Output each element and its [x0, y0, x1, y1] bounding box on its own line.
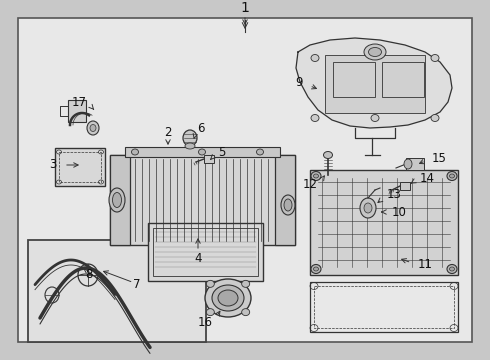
- Ellipse shape: [90, 125, 96, 131]
- Bar: [153, 228, 258, 276]
- Text: 4: 4: [194, 252, 202, 265]
- Ellipse shape: [131, 149, 139, 155]
- Ellipse shape: [449, 174, 455, 178]
- Ellipse shape: [87, 121, 99, 135]
- Ellipse shape: [371, 114, 379, 122]
- Ellipse shape: [447, 171, 457, 180]
- Bar: [406, 158, 424, 170]
- Ellipse shape: [311, 114, 319, 122]
- Text: 15: 15: [432, 152, 447, 165]
- Text: 5: 5: [218, 145, 225, 158]
- Bar: [382, 62, 424, 97]
- Text: 13: 13: [387, 189, 402, 202]
- Text: 16: 16: [198, 315, 213, 328]
- Bar: [28, 240, 206, 342]
- Text: 2: 2: [164, 126, 172, 139]
- Bar: [204, 155, 214, 163]
- Bar: [59, 152, 101, 182]
- Ellipse shape: [205, 279, 251, 317]
- Ellipse shape: [364, 203, 372, 213]
- Ellipse shape: [311, 265, 321, 274]
- Ellipse shape: [314, 174, 318, 178]
- Text: 1: 1: [241, 1, 249, 15]
- Bar: [333, 62, 375, 97]
- Bar: [325, 55, 425, 113]
- Ellipse shape: [404, 159, 412, 169]
- Ellipse shape: [206, 309, 214, 316]
- Ellipse shape: [311, 54, 319, 62]
- Ellipse shape: [242, 280, 250, 287]
- Text: 8: 8: [86, 269, 93, 282]
- Text: 3: 3: [49, 158, 57, 171]
- Ellipse shape: [368, 48, 382, 57]
- Ellipse shape: [109, 188, 125, 212]
- Ellipse shape: [113, 193, 122, 207]
- Ellipse shape: [447, 265, 457, 274]
- Ellipse shape: [431, 114, 439, 122]
- Text: 12: 12: [303, 179, 318, 192]
- Polygon shape: [296, 38, 452, 128]
- Ellipse shape: [198, 149, 205, 155]
- Ellipse shape: [431, 54, 439, 62]
- Bar: [310, 282, 458, 332]
- Ellipse shape: [185, 143, 195, 149]
- Text: 11: 11: [418, 258, 433, 271]
- Ellipse shape: [284, 199, 292, 211]
- Bar: [110, 155, 130, 245]
- Bar: [55, 148, 105, 186]
- Ellipse shape: [364, 44, 386, 60]
- Ellipse shape: [256, 149, 264, 155]
- Ellipse shape: [314, 267, 318, 271]
- Bar: [314, 286, 454, 328]
- Bar: [275, 155, 295, 245]
- Bar: [400, 182, 410, 190]
- Text: 9: 9: [295, 77, 303, 90]
- Bar: [125, 147, 280, 157]
- Text: 10: 10: [392, 206, 407, 219]
- Ellipse shape: [281, 195, 295, 215]
- Ellipse shape: [311, 171, 321, 180]
- Bar: [68, 100, 86, 122]
- Text: 14: 14: [420, 171, 435, 184]
- Bar: [110, 155, 295, 245]
- Ellipse shape: [183, 130, 197, 146]
- Text: 17: 17: [72, 95, 87, 108]
- Text: 7: 7: [132, 279, 140, 292]
- Ellipse shape: [206, 280, 214, 287]
- Ellipse shape: [212, 285, 244, 311]
- Bar: [148, 223, 263, 281]
- Ellipse shape: [323, 152, 333, 158]
- Ellipse shape: [218, 290, 238, 306]
- Ellipse shape: [449, 267, 455, 271]
- Ellipse shape: [360, 198, 376, 218]
- Text: 6: 6: [197, 122, 204, 135]
- Ellipse shape: [242, 309, 250, 316]
- Bar: [310, 170, 458, 275]
